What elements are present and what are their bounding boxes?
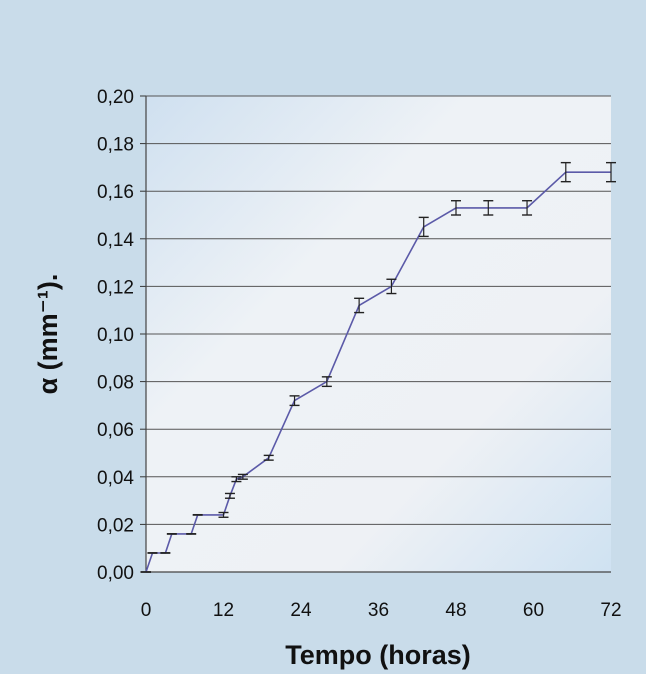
x-tick-label: 0: [141, 600, 152, 621]
series-group: [141, 161, 616, 573]
y-tick-label: 0,04: [97, 468, 134, 489]
y-tick-label: 0,12: [97, 277, 134, 298]
y-tick-label: 0,18: [97, 135, 134, 156]
x-tick-label: 72: [600, 600, 621, 621]
x-axis-title: Tempo (horas): [285, 640, 471, 670]
grid-lines: [146, 95, 611, 525]
x-tick-label: 48: [445, 600, 466, 621]
y-axis-title: α (mm⁻¹).: [33, 274, 63, 395]
x-tick-label: 24: [290, 600, 312, 621]
y-tick-label: 0,00: [97, 563, 134, 584]
y-tick-label: 0,06: [97, 420, 134, 441]
y-tick-label: 0,08: [97, 373, 134, 394]
y-tick-label: 0,14: [97, 230, 134, 251]
y-tick-labels: 0,00 0,02 0,04 0,06 0,08 0,10 0,12 0,14 0,16 0,18…: [97, 87, 134, 584]
x-tick-label: 60: [523, 600, 544, 621]
x-tick-label: 12: [213, 600, 234, 621]
x-tick-label: 36: [368, 600, 389, 621]
y-tick-label: 0,02: [97, 515, 134, 536]
y-tick-label: 0,16: [97, 182, 134, 203]
y-tick-label: 0,10: [97, 325, 134, 346]
x-tick-labels: 0 12 24 36 48 60 72: [141, 600, 622, 621]
y-tick-label: 0,20: [97, 87, 134, 108]
